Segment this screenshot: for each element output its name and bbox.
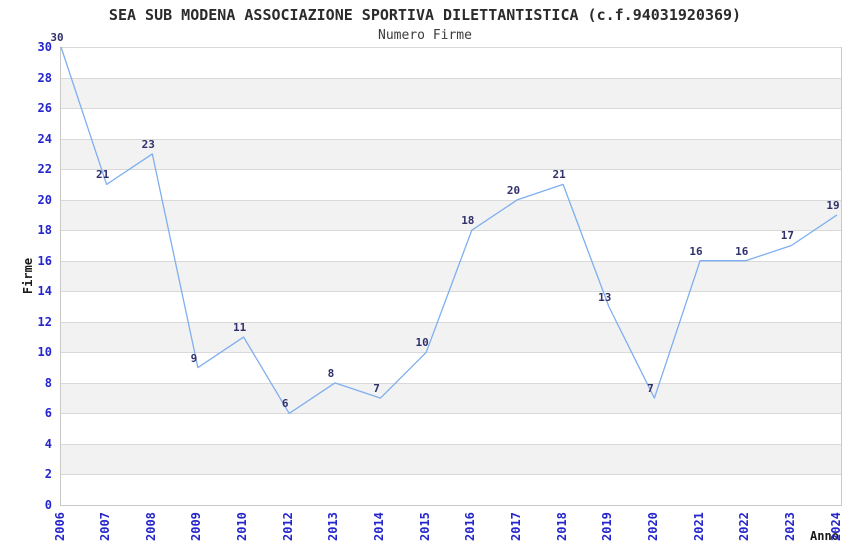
value-label: 21 — [96, 168, 110, 182]
plot-area — [60, 46, 842, 506]
chart-title: SEA SUB MODENA ASSOCIAZIONE SPORTIVA DIL… — [108, 6, 742, 24]
gridline — [61, 108, 841, 110]
y-tick-label: 8 — [44, 375, 52, 390]
value-label: 9 — [190, 351, 198, 365]
gridline — [61, 47, 841, 48]
value-label: 8 — [327, 366, 335, 380]
y-tick-label: 10 — [37, 345, 52, 360]
grid-stripe — [61, 382, 841, 414]
gridline — [61, 199, 841, 201]
x-tick-label: 2019 — [600, 512, 615, 541]
y-tick-label: 28 — [37, 70, 52, 85]
y-tick-label: 26 — [37, 101, 52, 116]
x-tick-label: 2010 — [235, 512, 250, 541]
grid-stripe — [61, 138, 841, 170]
x-tick-label: 2008 — [143, 512, 158, 541]
x-tick-label: 2023 — [782, 512, 797, 541]
x-tick-label: 2020 — [645, 512, 660, 541]
x-tick-label: 2016 — [463, 512, 478, 541]
gridline — [61, 474, 841, 476]
y-tick-label: 12 — [37, 314, 52, 329]
gridline — [61, 413, 841, 415]
value-label: 18 — [461, 214, 475, 228]
x-axis-title: Anno — [810, 529, 839, 543]
gridline — [61, 138, 841, 140]
x-tick-label: 2022 — [737, 512, 752, 541]
x-tick-label: 2007 — [98, 512, 113, 541]
value-label: 7 — [647, 382, 654, 396]
y-tick-label: 2 — [44, 467, 52, 482]
series-svg — [60, 46, 838, 415]
gridline — [61, 321, 841, 323]
y-tick-label: 14 — [37, 284, 52, 299]
gridline — [61, 291, 841, 293]
y-tick-label: 20 — [37, 192, 52, 207]
x-tick-label: 2009 — [189, 512, 204, 541]
y-tick-label: 30 — [37, 40, 52, 54]
x-tick-label: 2017 — [508, 512, 523, 541]
chart-subtitle: Numero Firme — [378, 28, 472, 43]
value-label: 13 — [598, 290, 612, 304]
y-tick-label: 6 — [44, 406, 52, 421]
series-line-numero-firme — [60, 46, 838, 415]
value-label: 21 — [552, 168, 566, 182]
gridline — [61, 382, 841, 384]
value-label: 6 — [281, 397, 289, 411]
value-label: 16 — [689, 244, 703, 258]
gridline — [61, 77, 841, 79]
value-label: 20 — [506, 183, 521, 197]
grid-stripe — [61, 77, 841, 109]
x-tick-label: 2024 — [828, 512, 843, 541]
y-tick-label: 4 — [44, 436, 52, 451]
value-label: 7 — [373, 382, 380, 396]
x-tick-label: 2021 — [691, 512, 706, 541]
gridline — [61, 230, 841, 232]
value-label: 23 — [141, 137, 155, 151]
x-tick-label: 2018 — [554, 512, 569, 541]
x-tick-label: 2013 — [326, 512, 341, 541]
y-tick-label: 22 — [37, 162, 52, 177]
value-label: 16 — [735, 244, 749, 258]
y-tick-label: 18 — [37, 223, 52, 238]
value-label: 10 — [415, 336, 429, 350]
x-tick-label: 2012 — [280, 512, 295, 541]
value-label: 11 — [232, 321, 247, 335]
value-label: 19 — [826, 198, 840, 212]
grid-stripe — [61, 443, 841, 475]
value-label: 30 — [50, 31, 64, 44]
x-tick-label: 2015 — [417, 512, 432, 541]
x-tick-label: 2014 — [372, 512, 387, 541]
gridline — [61, 169, 841, 171]
y-tick-label: 24 — [37, 131, 52, 146]
gridline — [61, 260, 841, 262]
grid-stripe — [61, 199, 841, 231]
x-tick-label: 2006 — [52, 512, 67, 541]
y-tick-label: 0 — [44, 498, 52, 512]
value-label: 17 — [780, 229, 794, 243]
gridline — [61, 352, 841, 354]
y-tick-label: 16 — [37, 253, 52, 268]
gridline — [61, 443, 841, 445]
